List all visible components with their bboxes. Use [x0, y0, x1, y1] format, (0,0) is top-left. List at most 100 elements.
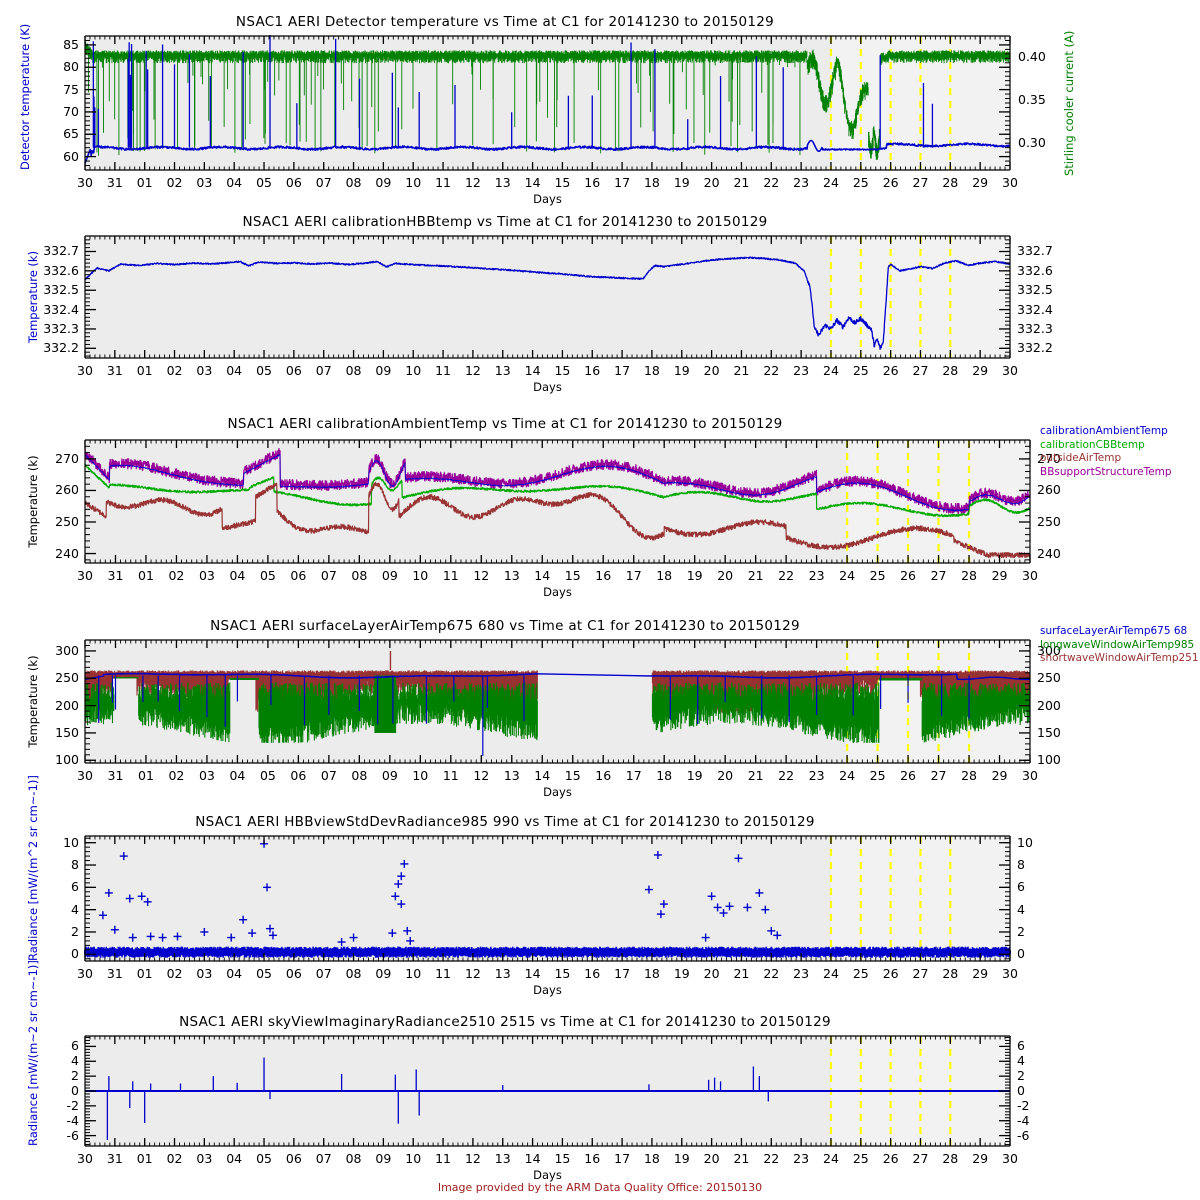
x-tick-label: 21 — [733, 1151, 750, 1166]
x-tick-label: 19 — [686, 768, 703, 783]
x-tick-label: 24 — [823, 1151, 839, 1166]
y2-tick-label: 2 — [1017, 923, 1025, 939]
x-tick-label: 03 — [196, 175, 213, 190]
x-tick-label: 09 — [381, 568, 398, 583]
x-tick-label: 24 — [823, 363, 839, 378]
x-tick-label: 23 — [793, 175, 810, 190]
y-tick-label: 4 — [71, 1053, 79, 1069]
y2-tick-label: -4 — [1017, 1112, 1030, 1128]
legend-item: longwaveWindowAirTemp985 — [1040, 638, 1195, 651]
legend-item: outsideAirTemp — [1040, 452, 1122, 464]
y-tick-label: 65 — [63, 126, 79, 142]
x-tick-label: 11 — [442, 568, 459, 583]
legend-panel3: calibrationAmbientTemp calibrationCBBtemp… — [1040, 425, 1172, 479]
x-tick-label: 12 — [464, 1151, 481, 1166]
plot-area-hbb-view-stddev-radiance — [84, 835, 1011, 962]
y2-tick-label: 332.5 — [1017, 282, 1053, 298]
x-tick-label: 28 — [961, 568, 977, 583]
x-tick-label: 09 — [375, 175, 392, 190]
x-tick-label: 12 — [464, 175, 481, 190]
x-tick-label: 30 — [1002, 175, 1018, 190]
x-tick-label: 25 — [869, 568, 886, 583]
y-tick-label: 332.7 — [43, 243, 79, 259]
plot-area-calibration-hbb-temp — [84, 235, 1011, 359]
y2-tick-label: 150 — [1037, 724, 1061, 740]
x-tick-label: 16 — [584, 175, 601, 190]
x-tick-label: 27 — [912, 1151, 929, 1166]
x-tick-label: 22 — [763, 966, 780, 981]
x-tick-label: 20 — [703, 966, 720, 981]
x-tick-label: 10 — [412, 568, 429, 583]
x-tick-label: 14 — [524, 966, 541, 981]
x-tick-label: 31 — [107, 768, 124, 783]
x-tick-label: 02 — [168, 568, 185, 583]
y-axis-label: Temperature (k) — [26, 455, 40, 548]
y-tick-label: 100 — [55, 752, 79, 768]
x-tick-label: 06 — [290, 768, 307, 783]
x-axis-label: Days — [533, 192, 562, 206]
panel-title: NSAC1 AERI Detector temperature vs Time … — [235, 14, 775, 30]
x-tick-label: 18 — [643, 363, 660, 378]
x-tick-label: 23 — [808, 768, 825, 783]
x-tick-label: 08 — [345, 966, 362, 981]
x-tick-label: 03 — [196, 966, 213, 981]
x-tick-label: 12 — [464, 363, 481, 378]
panel-title: NSAC1 AERI calibrationAmbientTemp vs Tim… — [227, 416, 783, 432]
x-tick-label: 07 — [315, 175, 332, 190]
legend-item: BBsupportStructureTemp — [1040, 465, 1172, 478]
y2-tick-label: 240 — [1037, 545, 1061, 561]
x-tick-label: 19 — [673, 363, 690, 378]
legend-item: surfaceLayerAirTemp675 68 — [1040, 625, 1188, 637]
x-tick-label: 25 — [852, 363, 869, 378]
legend-item: shortwaveWindowAirTemp251 — [1040, 652, 1199, 664]
y2-tick-label: -2 — [1017, 1097, 1030, 1113]
x-tick-label: 02 — [168, 768, 185, 783]
y2-tick-label: 260 — [1037, 482, 1061, 498]
x-tick-label: 29 — [972, 363, 989, 378]
y2-tick-label: 0 — [1017, 1083, 1025, 1098]
x-tick-label: 08 — [351, 768, 368, 783]
panel-title: NSAC1 AERI HBBviewStdDevRadiance985 990 … — [195, 814, 815, 830]
x-tick-label: 02 — [166, 1151, 183, 1166]
x-tick-label: 17 — [625, 568, 642, 583]
y-axis-label: Detector temperature (K) — [18, 23, 32, 170]
x-tick-label: 13 — [494, 175, 511, 190]
x-tick-label: 03 — [196, 363, 213, 378]
y-tick-label: 150 — [55, 724, 79, 740]
x-tick-label: 27 — [930, 568, 947, 583]
x-axis-label: Days — [533, 380, 562, 394]
x-tick-label: 29 — [991, 568, 1008, 583]
x-tick-label: 21 — [733, 175, 750, 190]
x-tick-label: 04 — [226, 363, 243, 378]
x-tick-label: 17 — [625, 768, 642, 783]
y2-tick-label: 300 — [1037, 642, 1061, 658]
y-tick-label: 0 — [71, 1083, 79, 1098]
x-tick-label: 15 — [554, 363, 571, 378]
y-tick-label: 332.3 — [43, 320, 79, 336]
y2-tick-label: 250 — [1037, 514, 1061, 529]
x-tick-label: 06 — [290, 568, 307, 583]
y2-tick-label: 6 — [1017, 879, 1025, 895]
x-tick-label: 15 — [554, 175, 571, 190]
y-tick-label: 75 — [63, 81, 79, 97]
x-tick-label: 29 — [972, 966, 989, 981]
x-tick-label: 19 — [673, 966, 690, 981]
x-tick-label: 13 — [503, 568, 520, 583]
x-tick-label: 25 — [869, 768, 886, 783]
x-tick-label: 26 — [882, 1151, 899, 1166]
y-tick-label: 6 — [71, 1038, 79, 1054]
x-tick-label: 21 — [733, 363, 750, 378]
y2-tick-label: 4 — [1017, 1053, 1025, 1069]
x-tick-label: 11 — [435, 1151, 452, 1166]
y-tick-label: 0 — [71, 946, 79, 962]
x-tick-label: 17 — [614, 175, 631, 190]
x-tick-label: 04 — [229, 768, 246, 783]
x-tick-label: 11 — [442, 768, 459, 783]
x-tick-label: 10 — [405, 966, 422, 981]
x-tick-label: 28 — [942, 966, 959, 981]
y2-tick-label: 332.3 — [1017, 320, 1053, 336]
x-tick-label: 22 — [763, 1151, 780, 1166]
x-tick-label: 30 — [1002, 966, 1018, 981]
x-tick-label: 08 — [345, 1151, 362, 1166]
x-tick-label: 09 — [375, 1151, 392, 1166]
